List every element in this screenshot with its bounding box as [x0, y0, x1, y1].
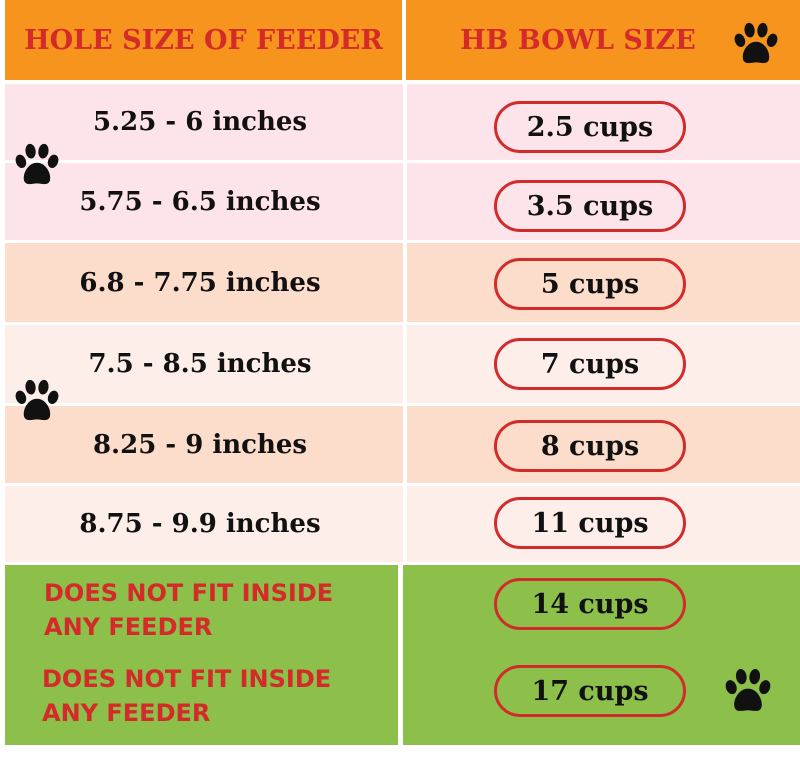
no-fit-label: DOES NOT FIT INSIDE ANY FEEDER [44, 576, 384, 644]
bowl-size: 5 cups [494, 258, 686, 310]
row-background [5, 486, 403, 562]
bowl-size: 2.5 cups [494, 101, 686, 153]
row-background [5, 84, 403, 160]
bowl-size: 11 cups [494, 497, 686, 549]
hole-size: 8.75 - 9.9 inches [79, 509, 321, 539]
bowl-size: 17 cups [494, 665, 686, 717]
hole-size: 7.5 - 8.5 inches [88, 349, 312, 379]
row-background [407, 84, 800, 160]
paw-icon [734, 22, 778, 64]
header-cell: HOLE SIZE OF FEEDER [5, 0, 402, 80]
no-fit-label: DOES NOT FIT INSIDE ANY FEEDER [42, 662, 382, 730]
bowl-size: 8 cups [494, 420, 686, 472]
row-background [5, 406, 403, 483]
label-line: DOES NOT FIT INSIDE [44, 579, 334, 607]
row-background [5, 325, 403, 403]
paw-icon [725, 668, 771, 711]
row-background [5, 163, 403, 240]
bowl-size: 14 cups [494, 578, 686, 630]
header-cell: HB BOWL SIZE [406, 0, 800, 80]
paw-icon [15, 143, 59, 185]
hole-size: 5.25 - 6 inches [92, 107, 308, 137]
row-background [407, 163, 800, 240]
label-line: DOES NOT FIT INSIDE [42, 665, 332, 693]
bowl-size: 3.5 cups [494, 180, 686, 232]
bowl-size: 7 cups [494, 338, 686, 390]
row-background [5, 243, 403, 322]
label-line: ANY FEEDER [42, 699, 211, 727]
hole-size: 5.75 - 6.5 inches [79, 186, 321, 217]
hole-size: 6.8 - 7.75 inches [79, 267, 321, 298]
hole-size: 8.25 - 9 inches [92, 429, 308, 460]
label-line: ANY FEEDER [44, 613, 213, 641]
paw-icon [15, 379, 59, 421]
row-background [5, 565, 398, 745]
